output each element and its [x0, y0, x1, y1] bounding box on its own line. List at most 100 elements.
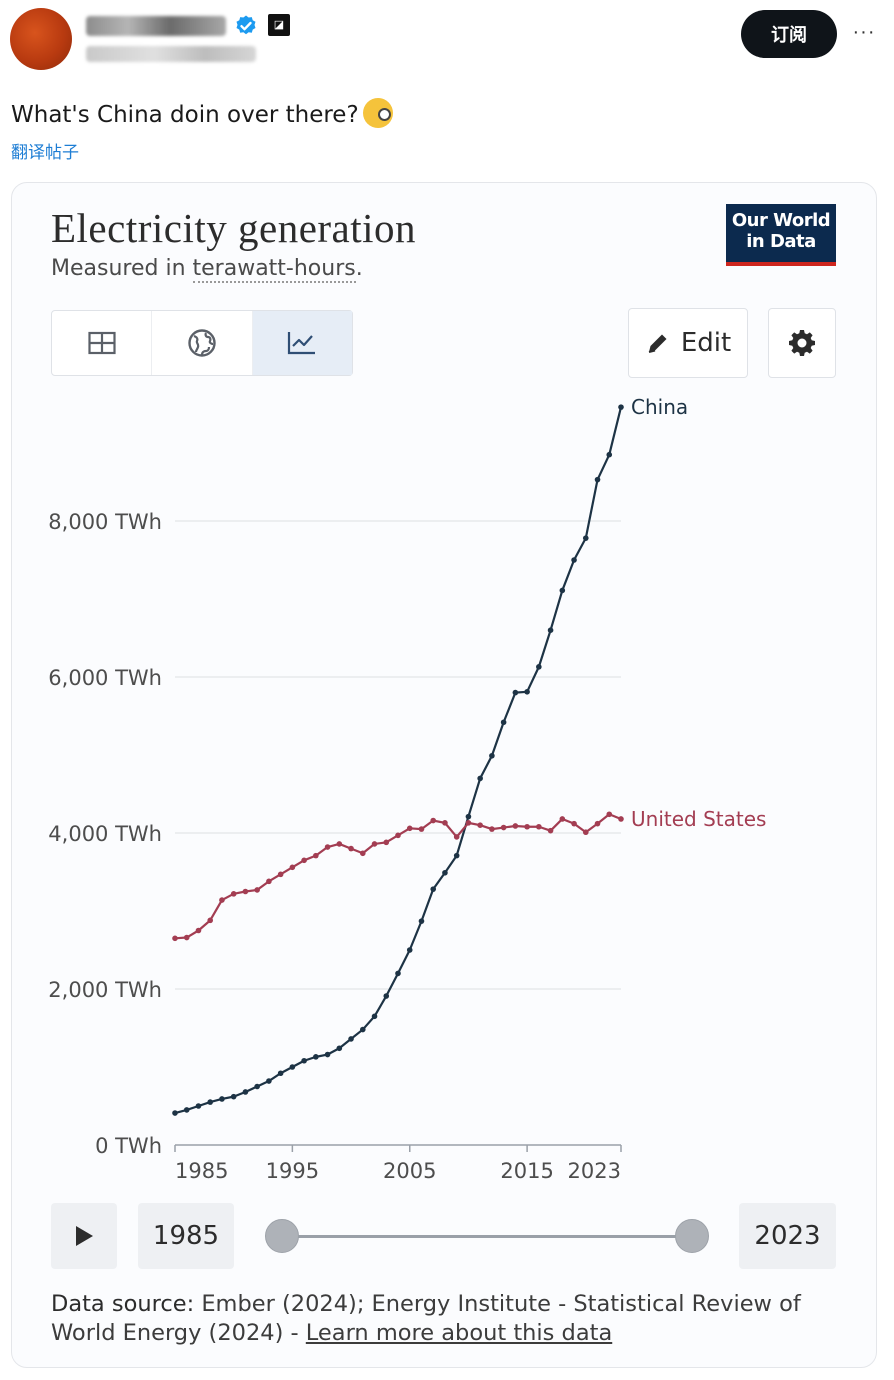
subtitle-suffix: . — [355, 256, 363, 281]
data-point-china — [442, 869, 448, 876]
data-point-united-states — [536, 823, 542, 830]
data-point-united-states — [559, 816, 566, 822]
data-point-united-states — [594, 820, 601, 827]
data-point-china — [524, 689, 530, 695]
timeline-end-handle[interactable] — [675, 1219, 709, 1253]
data-point-china — [219, 1096, 225, 1102]
data-point-united-states — [571, 820, 577, 827]
data-point-china — [383, 993, 390, 999]
table-icon — [88, 331, 116, 355]
data-point-china — [395, 970, 401, 977]
data-point-china — [477, 775, 483, 782]
data-point-china — [512, 689, 519, 696]
data-point-china — [313, 1054, 319, 1060]
data-point-china — [266, 1078, 272, 1084]
data-point-united-states — [430, 817, 437, 824]
timeline-end-year[interactable]: 2023 — [739, 1203, 836, 1269]
data-point-china — [606, 451, 613, 458]
data-point-china — [336, 1045, 343, 1052]
learn-more-link[interactable]: Learn more about this data — [305, 1320, 613, 1346]
x-tick-label: 1985 — [175, 1159, 228, 1183]
play-button[interactable] — [51, 1203, 117, 1269]
timeline-start-handle[interactable] — [265, 1219, 299, 1253]
play-icon — [76, 1226, 93, 1246]
y-tick-label: 4,000 TWh — [48, 822, 162, 846]
data-point-china — [453, 852, 460, 859]
data-point-united-states — [442, 820, 448, 826]
data-point-china — [489, 752, 495, 759]
data-source-note: Data source: Ember (2024); Energy Instit… — [51, 1290, 821, 1348]
data-point-china — [324, 1051, 331, 1058]
data-point-united-states — [277, 871, 284, 878]
data-point-china — [465, 813, 472, 820]
affiliation-badge-icon: ◪ — [268, 14, 290, 36]
pencil-icon — [648, 334, 667, 353]
data-point-china — [348, 1036, 354, 1042]
data-point-china — [571, 557, 577, 563]
data-source-label: Data source: — [51, 1291, 195, 1317]
data-point-united-states — [359, 850, 366, 857]
tab-map[interactable] — [151, 311, 251, 375]
data-point-united-states — [207, 917, 214, 924]
line-chart-icon — [288, 332, 316, 355]
gear-icon — [789, 330, 815, 356]
data-point-united-states — [371, 841, 378, 847]
data-point-china — [254, 1083, 260, 1090]
subtitle-unit-link[interactable]: terawatt-hours — [192, 256, 356, 283]
tab-chart[interactable] — [251, 311, 352, 375]
data-point-united-states — [219, 897, 225, 903]
x-tick-label: 2005 — [383, 1159, 436, 1183]
view-tab-group — [51, 310, 353, 376]
data-point-united-states — [183, 934, 190, 941]
data-point-china — [406, 947, 413, 953]
y-tick-label: 2,000 TWh — [48, 978, 162, 1002]
timeline-start-year[interactable]: 1985 — [138, 1203, 234, 1269]
data-point-united-states — [348, 845, 354, 852]
handle-redacted[interactable] — [86, 46, 256, 62]
tweet-text: What's China doin over there? — [11, 98, 393, 128]
data-point-united-states — [547, 827, 554, 834]
x-tick-label: 2023 — [568, 1159, 621, 1183]
data-point-united-states — [465, 820, 472, 826]
series-label-china: China — [631, 395, 688, 419]
data-point-united-states — [395, 832, 401, 839]
data-point-china — [359, 1026, 366, 1033]
data-point-united-states — [230, 891, 237, 897]
data-source-text: Ember (2024); Energy Institute - Statist… — [51, 1291, 801, 1346]
logo-line-1: Our World — [731, 210, 831, 231]
x-tick-label: 1995 — [266, 1159, 319, 1183]
more-options-icon[interactable]: ··· — [852, 21, 876, 43]
x-tick-label: 2015 — [500, 1159, 553, 1183]
line-chart[interactable]: 0 TWh 2,000 TWh 4,000 TWh 6,000 TWh 8,000 TW… — [0, 380, 894, 1190]
data-point-china — [242, 1089, 249, 1095]
timeline-slider-track[interactable] — [282, 1235, 692, 1238]
data-point-china — [195, 1103, 202, 1109]
data-point-china — [172, 1110, 178, 1116]
globe-icon — [188, 329, 216, 357]
data-point-china — [582, 535, 589, 541]
translate-post-link[interactable]: 翻译帖子 — [11, 143, 79, 163]
data-point-united-states — [336, 841, 343, 847]
data-point-china — [371, 1013, 378, 1020]
data-point-united-states — [500, 824, 507, 831]
data-point-united-states — [477, 822, 483, 828]
data-point-united-states — [289, 864, 296, 871]
tab-table[interactable] — [52, 311, 151, 375]
data-point-united-states — [582, 829, 589, 836]
edit-button-label: Edit — [680, 328, 732, 358]
data-point-china — [559, 587, 566, 594]
settings-button[interactable] — [768, 308, 836, 378]
display-name-redacted[interactable] — [86, 16, 226, 36]
data-point-china — [418, 918, 425, 924]
data-point-united-states — [313, 852, 319, 859]
owid-logo[interactable]: Our World in Data — [726, 204, 836, 266]
face-with-monocle-icon — [362, 98, 393, 128]
avatar[interactable] — [10, 8, 72, 70]
subscribe-button[interactable]: 订阅 — [741, 10, 837, 58]
chart-card[interactable] — [11, 182, 877, 1368]
edit-button[interactable]: Edit — [628, 308, 748, 378]
data-point-united-states — [383, 839, 390, 846]
verified-badge-icon — [236, 15, 256, 35]
data-point-china — [230, 1093, 237, 1100]
chart-title: Electricity generation — [51, 205, 417, 251]
